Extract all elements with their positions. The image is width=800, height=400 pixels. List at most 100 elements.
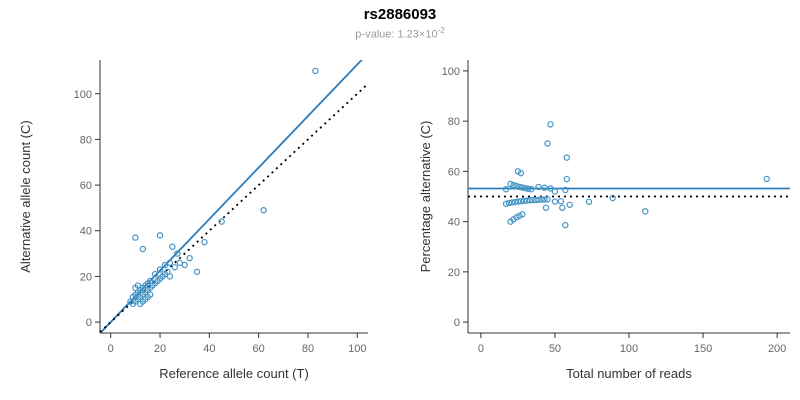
pvalue-text: p-value: 1.23×10 (355, 28, 438, 41)
y-tick-label: 100 (442, 66, 460, 78)
data-point (510, 181, 517, 189)
data-point (763, 175, 770, 183)
x-tick-label: 100 (348, 343, 366, 355)
y-tick-label: 100 (74, 89, 92, 101)
data-point (139, 245, 146, 253)
x-tick-label: 20 (154, 343, 166, 355)
data-point (502, 200, 510, 207)
data-point (522, 185, 529, 192)
data-point (525, 185, 532, 192)
data-point (562, 186, 569, 194)
data-point (516, 183, 523, 191)
data-point (585, 198, 593, 205)
data-point (538, 196, 545, 203)
data-point (174, 250, 181, 257)
data-point (519, 211, 526, 218)
x-tick-label: 50 (549, 343, 561, 355)
data-point (181, 261, 188, 269)
data-point (557, 198, 565, 205)
data-point (201, 238, 208, 246)
y-tick-label: 20 (448, 267, 460, 279)
y-tick-label: 40 (80, 226, 92, 238)
data-point (526, 197, 533, 204)
data-point (514, 198, 522, 205)
y-tick-label: 60 (80, 180, 92, 192)
y-tick-label: 0 (86, 317, 92, 329)
data-point (544, 196, 551, 203)
x-tick-label: 200 (768, 343, 786, 355)
y-axis-title: Alternative allele count (C) (18, 120, 33, 272)
y-tick-label: 20 (80, 271, 92, 283)
data-point (505, 199, 513, 207)
data-point (193, 268, 201, 276)
data-point (146, 291, 154, 298)
plot-title: rs2886093 (363, 6, 437, 23)
x-tick-label: 100 (620, 343, 638, 355)
data-point (166, 273, 174, 280)
y-tick-label: 0 (454, 317, 460, 329)
plots-row: 0 20 40 60 80 100 0 20 40 60 80 100 Reference allele… (0, 48, 800, 400)
scatter-plot-percentage: 0 50 100 150 200 0 20 40 60 80 100 Total number of … (418, 60, 790, 381)
x-tick-label: 150 (694, 343, 712, 355)
data-point (532, 196, 539, 204)
data-point (529, 196, 536, 204)
data-point (542, 204, 550, 212)
y-tick-label: 60 (448, 166, 460, 178)
y-tick-label: 80 (80, 134, 92, 146)
data-point (161, 261, 169, 269)
data-point (156, 266, 164, 273)
data-point (186, 254, 193, 262)
data-point (508, 199, 516, 206)
data-point (541, 196, 548, 203)
data-point (563, 154, 570, 161)
data-point (132, 234, 139, 241)
scatter-plot-allele-counts: 0 20 40 60 80 100 0 20 40 60 80 100 Reference allele… (18, 60, 368, 381)
x-tick-label: 80 (302, 343, 314, 355)
data-point (562, 221, 569, 229)
data-point (609, 194, 616, 202)
data-point (544, 140, 551, 147)
data-point (547, 121, 554, 128)
x-tick-label: 60 (253, 343, 265, 355)
data-point (642, 208, 649, 215)
data-point (535, 183, 542, 191)
data-point (169, 243, 176, 250)
data-point (563, 175, 570, 183)
data-point (513, 182, 520, 190)
data-point (547, 185, 554, 192)
y-tick-label: 80 (448, 116, 460, 128)
data-point (507, 180, 514, 188)
data-point (559, 204, 566, 212)
y-tick-label: 40 (448, 217, 460, 229)
data-point (551, 198, 559, 205)
x-axis-title: Reference allele count (T) (159, 366, 309, 381)
data-point (551, 188, 559, 195)
pvalue-exponent: -2 (437, 26, 445, 35)
x-tick-label: 40 (203, 343, 215, 355)
data-point (166, 259, 174, 266)
x-tick-label: 0 (108, 343, 114, 355)
data-point (541, 184, 548, 191)
data-point (566, 201, 573, 208)
data-point (176, 259, 183, 266)
data-point (511, 198, 519, 206)
x-axis-title: Total number of reads (566, 366, 692, 381)
data-point (517, 198, 525, 205)
plot-subtitle: p-value: 1.23×10-2 (0, 26, 800, 41)
data-point (520, 197, 528, 204)
data-point (535, 196, 542, 203)
data-point (519, 184, 526, 191)
plot-header: rs2886093 p-value: 1.23×10-2 (0, 6, 800, 41)
data-point (528, 186, 535, 193)
data-point (260, 206, 267, 214)
data-point (312, 67, 319, 75)
data-point (523, 197, 530, 204)
data-point (171, 264, 179, 271)
data-point (156, 232, 164, 239)
x-tick-label: 0 (478, 343, 484, 355)
data-point (517, 169, 525, 177)
data-point (218, 218, 225, 225)
data-point (502, 186, 510, 193)
y-axis-title: Percentage alternative (C) (418, 121, 433, 273)
